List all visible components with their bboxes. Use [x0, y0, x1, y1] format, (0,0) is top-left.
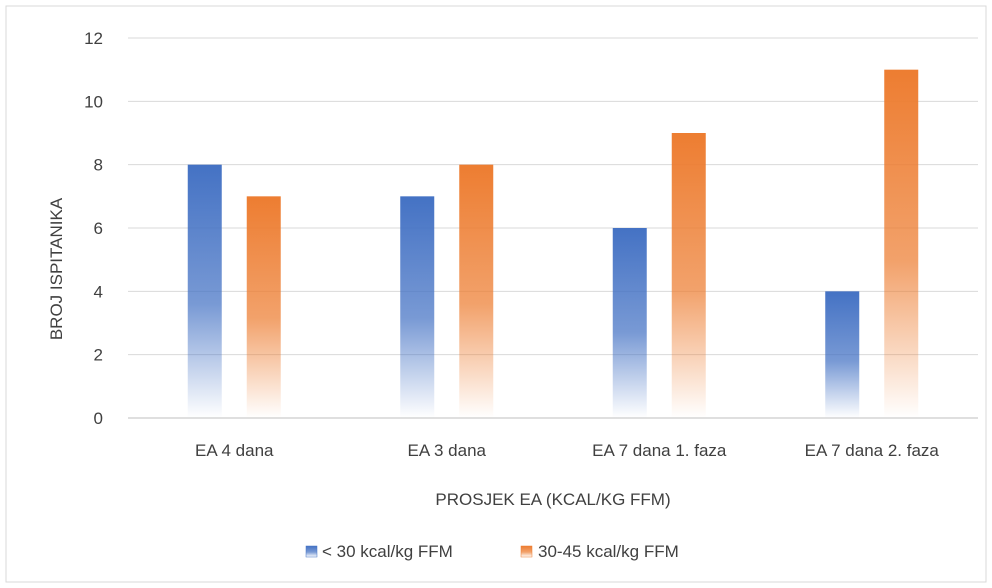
legend-swatch [305, 545, 318, 558]
y-tick-label: 2 [94, 346, 103, 365]
bar-series-1-2 [400, 196, 435, 418]
bar-series-2-3 [671, 133, 706, 418]
x-tick-label: EA 7 dana 2. faza [805, 441, 940, 460]
x-tick-labels: EA 4 dana EA 3 dana EA 7 dana 1. faza EA 7 … [195, 441, 939, 460]
x-axis-title: PROSJEK EA (KCAL/KG FFM) [435, 490, 670, 509]
chart-frame [5, 5, 987, 583]
legend-label: < 30 kcal/kg FFM [322, 542, 453, 561]
legend-swatch [520, 545, 533, 558]
x-tick-label: EA 3 dana [408, 441, 487, 460]
legend: < 30 kcal/kg FFM 30-45 kcal/kg FFM [305, 542, 679, 561]
x-tick-label: EA 4 dana [195, 441, 274, 460]
y-tick-label: 6 [94, 219, 103, 238]
y-tick-label: 4 [94, 282, 103, 301]
y-tick-label: 10 [84, 92, 103, 111]
bar-series-2-1 [246, 196, 281, 418]
bar-series-1-1 [187, 164, 222, 418]
legend-label: 30-45 kcal/kg FFM [538, 542, 679, 561]
y-axis-title: BROJ ISPITANIKA [47, 197, 66, 340]
y-tick-labels: 0 2 4 6 8 10 12 [84, 29, 103, 428]
bars [187, 69, 919, 419]
x-tick-label: EA 7 dana 1. faza [592, 441, 727, 460]
y-tick-label: 12 [84, 29, 103, 48]
bar-series-2-4 [884, 69, 919, 419]
bar-series-1-4 [825, 291, 860, 418]
y-tick-label: 8 [94, 156, 103, 175]
bar-series-1-3 [612, 228, 647, 418]
bar-series-2-2 [459, 164, 494, 418]
y-tick-label: 0 [94, 409, 103, 428]
